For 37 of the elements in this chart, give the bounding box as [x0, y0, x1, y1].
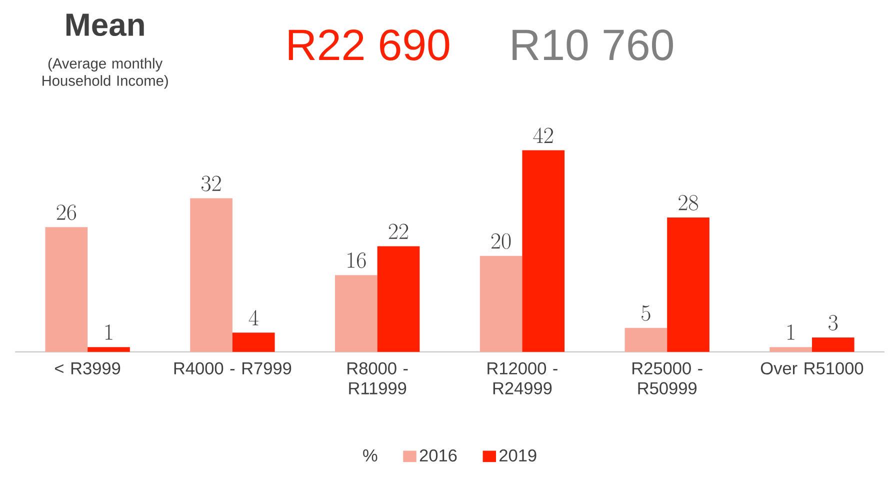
bar [190, 198, 232, 352]
bar [232, 332, 275, 352]
bar [88, 347, 130, 352]
bar [480, 256, 522, 352]
bar [377, 246, 420, 352]
x-tick-label: < R3999 [55, 362, 120, 374]
legend-label: 2016 [420, 449, 457, 462]
data-label: 26 [56, 204, 76, 220]
x-tick-label: R4000 - R7999 [174, 362, 292, 374]
bar [770, 347, 812, 352]
legend-title: % [363, 449, 378, 462]
x-tick-label: R8000 - R11999 [348, 362, 408, 394]
data-label: 16 [348, 252, 366, 268]
text: R22 690 [288, 29, 450, 61]
data-label: 20 [491, 233, 511, 249]
chart-subtitle: (Average monthly Household Income) [42, 58, 168, 89]
data-label: 1 [105, 324, 112, 340]
x-tick-label: R25000 - R50999 [632, 362, 702, 394]
data-label: 22 [388, 224, 408, 239]
bar [335, 275, 378, 352]
data-label: 3 [828, 314, 838, 331]
legend-label: 2019 [500, 449, 536, 462]
data-label: 32 [202, 176, 221, 192]
x-tick-label: R12000 - R24999 [488, 362, 558, 394]
text: R10 760 [512, 29, 673, 61]
bar [812, 337, 854, 352]
chart-title: Mean [66, 14, 144, 36]
data-label: 5 [642, 305, 650, 321]
data-label: 28 [678, 194, 698, 211]
bar [522, 150, 565, 352]
x-tick-label: Over R51000 [760, 362, 864, 374]
bar [624, 328, 668, 352]
bar [45, 227, 88, 352]
data-label: 1 [788, 324, 794, 340]
bar [667, 217, 710, 352]
data-label: 42 [533, 128, 553, 143]
data-label: 4 [248, 310, 258, 326]
